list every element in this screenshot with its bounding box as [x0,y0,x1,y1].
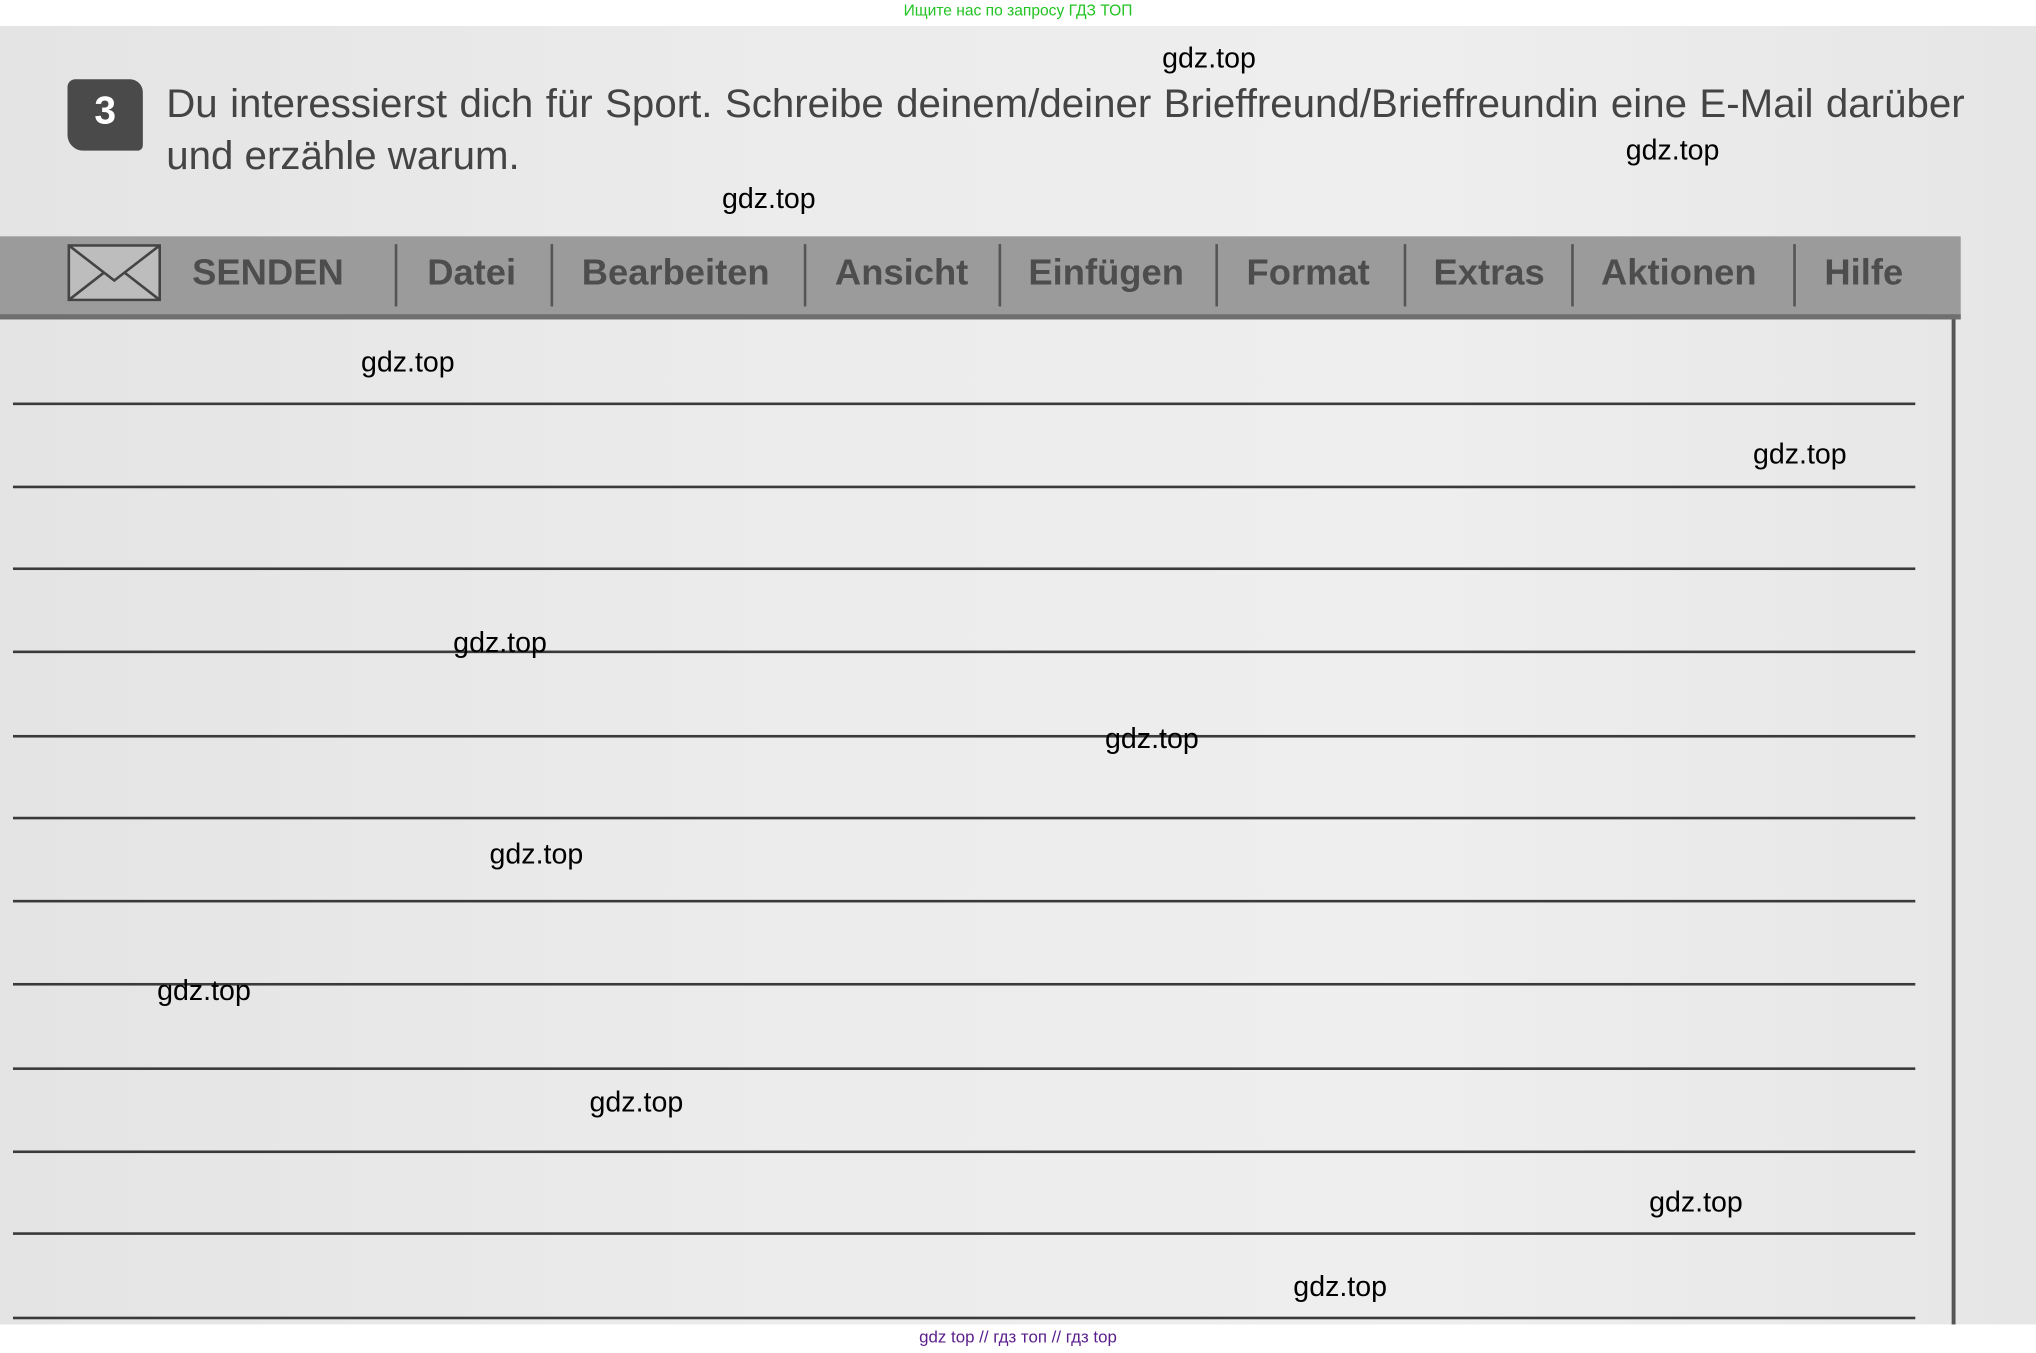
email-toolbar: SENDEN Datei Bearbeiten Ansicht Einfügen… [0,236,1961,320]
separator [394,244,398,307]
separator [1403,244,1407,307]
writing-line[interactable] [12,734,1916,738]
writing-line[interactable] [12,1067,1916,1070]
separator [1571,244,1574,307]
writing-line[interactable] [12,567,1916,571]
workbook-page [0,25,2036,1325]
writing-line[interactable] [12,1232,1916,1235]
separator [550,244,554,307]
watermark: gdz.top [453,625,547,659]
menu-hilfe[interactable]: Hilfe [1824,251,1904,293]
writing-line[interactable] [12,816,1916,820]
watermark: gdz.top [1752,437,1847,471]
menu-aktionen[interactable]: Aktionen [1601,251,1757,293]
writing-line[interactable] [12,1150,1916,1154]
menu-bearbeiten[interactable]: Bearbeiten [581,251,770,293]
task-number-badge: 3 [67,79,143,151]
watermark: gdz.top [157,973,251,1007]
writing-line[interactable] [12,650,1916,654]
watermark: gdz.top [589,1085,684,1119]
writing-line[interactable] [12,899,1916,903]
watermark: gdz.top [489,837,584,870]
writing-line[interactable] [12,982,1916,986]
watermark: gdz.top [1625,133,1720,167]
watermark: gdz.top [1162,41,1256,75]
menu-ansicht[interactable]: Ansicht [834,251,969,293]
top-banner[interactable]: Ищите нас по запросу ГДЗ ТОП [0,0,2036,26]
writing-line[interactable] [12,1316,1916,1320]
separator [1793,244,1796,307]
writing-line[interactable] [12,402,1916,406]
separator [1215,244,1218,307]
watermark: gdz.top [721,181,816,215]
envelope-icon[interactable] [67,244,162,302]
writing-line[interactable] [12,485,1916,489]
separator [803,244,807,307]
footer-links[interactable]: gdz top // гдз топ // гдз top [0,1324,2036,1352]
watermark: gdz.top [1293,1269,1388,1303]
watermark: gdz.top [1649,1185,1743,1218]
email-body-border [1951,319,1956,1325]
menu-extras[interactable]: Extras [1433,251,1545,293]
separator [998,244,1002,307]
watermark: gdz.top [360,345,455,378]
task-instruction: Du interessierst dich für Sport. Schreib… [166,80,1965,178]
watermark: gdz.top [1105,721,1199,755]
menu-einfuegen[interactable]: Einfügen [1028,251,1184,293]
menu-format[interactable]: Format [1246,251,1370,293]
send-button[interactable]: SENDEN [192,251,344,293]
menu-datei[interactable]: Datei [427,251,517,293]
